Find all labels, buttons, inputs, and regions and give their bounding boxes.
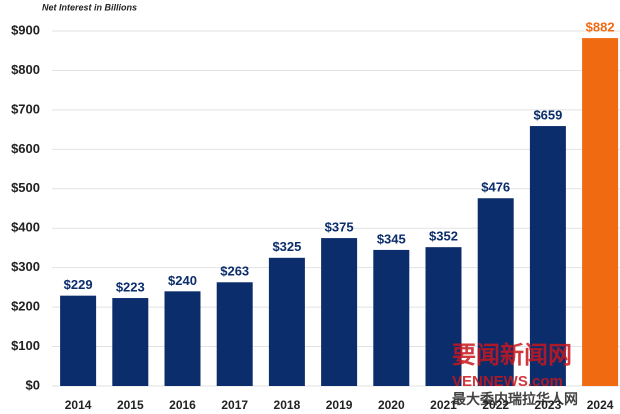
- value-label: $659: [533, 107, 562, 122]
- y-tick-label: $100: [11, 338, 40, 353]
- value-label: $223: [116, 279, 145, 294]
- bar: [216, 282, 253, 386]
- x-tick-label: 2019: [326, 398, 353, 412]
- y-tick-label: $0: [26, 377, 40, 392]
- y-tick-label: $400: [11, 220, 40, 235]
- x-tick-label: 2018: [274, 398, 301, 412]
- bar: [582, 38, 619, 386]
- bar: [529, 126, 566, 387]
- x-tick-label: 2023: [535, 398, 562, 412]
- x-tick-label: 2015: [117, 398, 144, 412]
- y-tick-label: $900: [11, 22, 40, 37]
- value-label: $325: [272, 239, 301, 254]
- axis-label: Net Interest in Billions: [42, 2, 137, 12]
- watermark: 要闻新闻网 VENNEWS.com 最大委内瑞拉华人网: [452, 341, 578, 408]
- x-tick-label: 2022: [482, 398, 509, 412]
- y-tick-label: $300: [11, 259, 40, 274]
- bar: [425, 247, 462, 386]
- y-tick-label: $200: [11, 299, 40, 314]
- y-tick-label: $600: [11, 141, 40, 156]
- bar: [164, 291, 201, 386]
- watermark-slogan: 最大委内瑞拉华人网: [452, 391, 578, 408]
- value-label: $882: [586, 20, 615, 35]
- value-label: $375: [325, 220, 354, 235]
- bar: [477, 198, 514, 386]
- x-tick-label: 2014: [65, 398, 92, 412]
- y-tick-label: $700: [11, 101, 40, 116]
- bar: [60, 295, 97, 386]
- x-tick-label: 2024: [587, 398, 614, 412]
- watermark-site: VENNEWS.com: [452, 373, 563, 390]
- value-label: $345: [377, 231, 406, 246]
- x-tick-label: 2021: [430, 398, 457, 412]
- bar: [268, 257, 305, 386]
- value-label: $263: [220, 264, 249, 279]
- watermark-logo: 要闻新闻网: [452, 341, 572, 369]
- y-tick-label: $800: [11, 62, 40, 77]
- x-tick-label: 2016: [169, 398, 196, 412]
- value-label: $476: [481, 180, 510, 195]
- y-tick-label: $500: [11, 180, 40, 195]
- value-label: $229: [64, 277, 93, 292]
- x-tick-label: 2020: [378, 398, 405, 412]
- x-tick-label: 2017: [221, 398, 248, 412]
- bar: [373, 249, 410, 386]
- bar: [321, 238, 358, 386]
- value-label: $240: [168, 273, 197, 288]
- bar: [112, 298, 149, 386]
- value-label: $352: [429, 229, 458, 244]
